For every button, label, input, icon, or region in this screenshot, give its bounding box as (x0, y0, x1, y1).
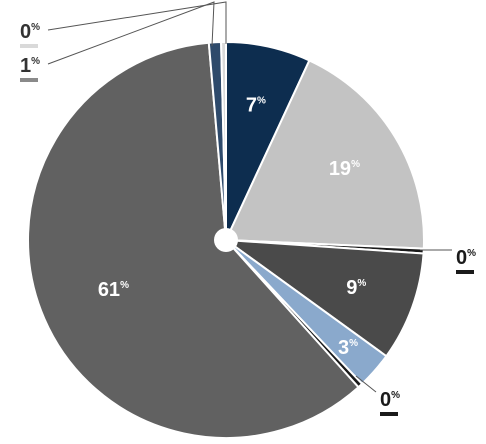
slice-label: 0% (20, 21, 40, 43)
label-underline (20, 44, 38, 48)
label-underline (456, 270, 474, 274)
slice-label: 1% (20, 55, 40, 77)
label-underline (20, 78, 38, 82)
leader-line (48, 2, 226, 44)
slice-label: 0% (380, 389, 400, 411)
label-underline (380, 412, 398, 416)
slice-label: 0% (456, 247, 476, 269)
center-hole (214, 228, 238, 252)
